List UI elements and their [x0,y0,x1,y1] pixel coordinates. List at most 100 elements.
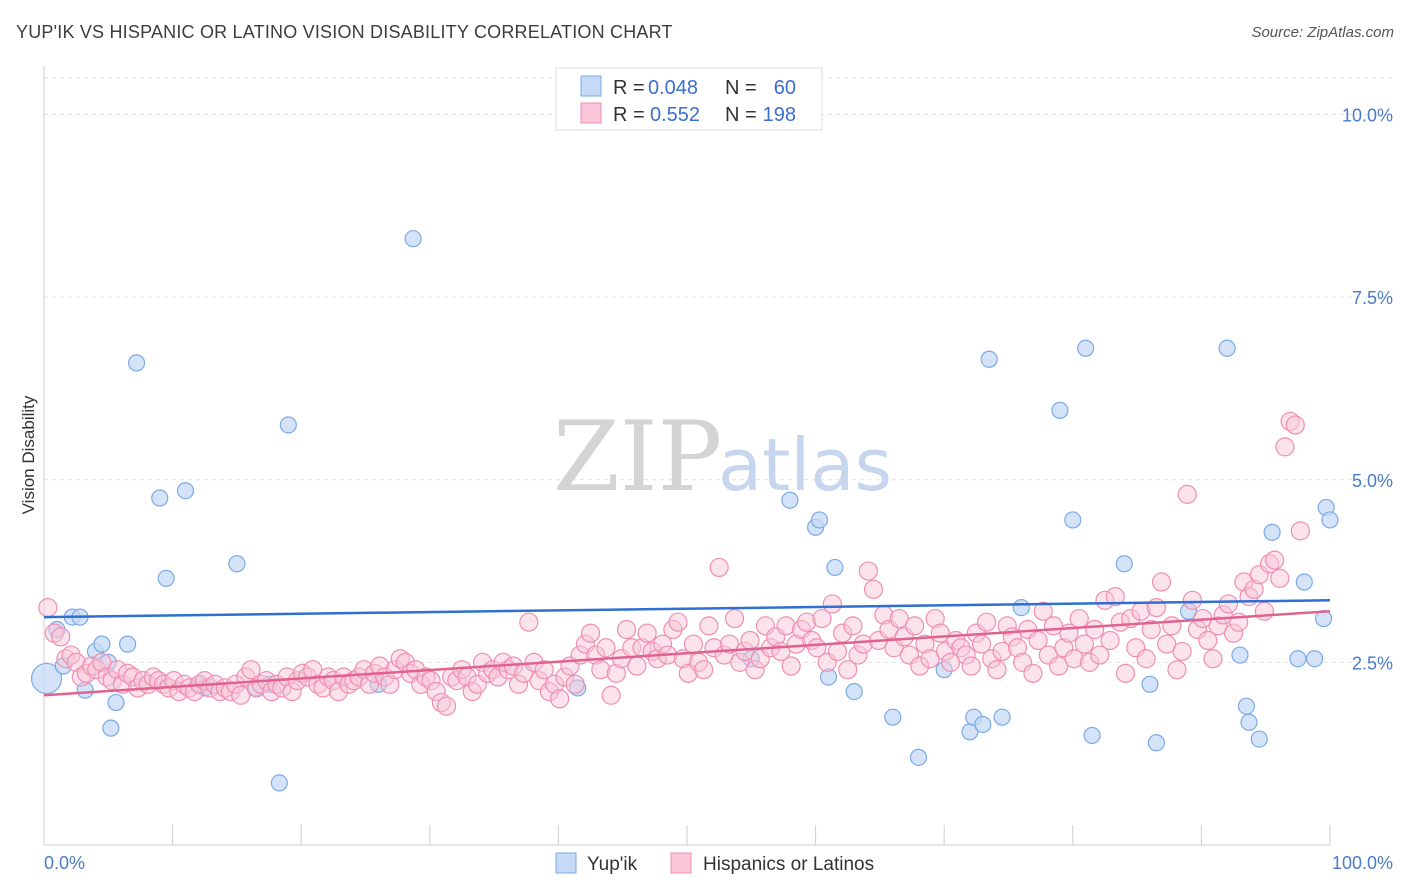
hispanic-point [822,594,842,614]
hispanic-point [38,597,58,618]
y-tick-label: 2.5% [1352,653,1393,673]
yupik-point [1147,734,1165,752]
yupik-point [228,555,246,573]
yupik-point [1077,339,1095,357]
yupik-trend-line [43,599,1331,619]
yupik-point [107,693,125,712]
yupik-point [1250,730,1268,748]
yupik-point [845,682,863,701]
yupik-point [1051,401,1069,419]
chart-title: YUP'IK VS HISPANIC OR LATINO VISION DISA… [16,22,673,42]
yupik-point [93,635,111,653]
hispanic-point [1254,601,1275,621]
legend-r-value-hispanic: 0.552 [650,104,700,126]
yupik-point [1305,650,1324,668]
hispanic-point [905,616,925,636]
hispanic-point [231,685,251,705]
hispanic-point [719,634,740,654]
hispanic-point [1198,630,1218,651]
yupik-point [1289,650,1307,668]
hispanic-point [1182,590,1202,610]
y-tick-label: 5.0% [1352,471,1393,491]
hispanic-point [843,616,863,636]
yupik-point [118,635,137,653]
yupik-point [1141,675,1159,693]
bottom-legend-label-yupik: Yup'ik [587,854,638,875]
hispanic-points [38,411,1311,716]
yupik-point [974,715,992,734]
yupik-point [1295,573,1313,591]
hispanic-point [1167,660,1187,680]
hispanic-point [627,656,647,676]
hispanic-point [1151,572,1172,592]
axes [43,66,1331,846]
hispanic-point [781,656,801,676]
bottom-legend-label-hispanic: Hispanics or Latinos [703,854,874,875]
hispanic-point [1177,484,1197,504]
legend-r-label-yupik: R = [613,77,645,99]
legend-r-label-hispanic: R = [613,104,645,126]
hispanic-point [889,608,909,629]
y-tick-label: 10.0% [1342,106,1393,126]
y-tick-label: 7.5% [1352,288,1393,308]
yupik-point [909,748,928,766]
hispanic-point [724,608,745,629]
x-tick-label-min: 0.0% [44,853,85,873]
legend-n-label-hispanic: N = [725,104,757,126]
hispanic-point [1049,656,1069,676]
hispanic-point [1218,594,1239,614]
yupik-point [1083,726,1101,745]
yupik-point [884,708,902,726]
hispanic-point [812,608,832,629]
hispanic-point [1157,634,1177,654]
yupik-point [102,719,120,737]
legend-n-value-yupik: 60 [774,77,796,99]
legend-n-value-hispanic: 198 [763,104,796,126]
hispanic-point [1203,649,1223,669]
yupik-point [1263,523,1281,541]
hispanic-point [683,634,704,654]
hispanic-point [436,696,457,716]
hispanic-point [51,627,71,647]
hispanic-point [863,579,884,599]
yupik-point [404,230,422,248]
hispanic-point [241,660,261,680]
hispanic-point [694,660,714,680]
watermark: ZIP atlas [553,401,892,513]
hispanic-point [1141,619,1161,640]
hispanic-point [858,561,878,581]
yupik-point [826,558,844,577]
hispanic-point [1105,587,1125,607]
yupik-point [127,354,146,372]
hispanic-point [637,623,657,643]
hispanic-point [977,612,997,632]
hispanic-point [987,660,1007,680]
yupik-point [30,662,63,695]
hispanic-point [580,623,601,643]
hispanic-point [838,660,858,680]
yupik-point [993,708,1011,726]
trend-lines [43,599,1331,697]
hispanic-point [709,557,729,578]
hispanic-point [1290,521,1311,541]
hispanic-point [1090,645,1110,665]
watermark-zip: ZIP [553,401,722,513]
hispanic-point [1265,550,1285,570]
hispanic-point [961,656,981,676]
yupik-point [1064,511,1082,529]
yupik-point [151,489,169,507]
bottom-legend-swatch-hispanic [670,852,692,874]
y-axis-title: Vision Disability [19,395,38,514]
yupik-point [176,482,195,500]
yupik-point [781,491,799,509]
series-legend: Yup'ik Hispanics or Latinos [555,852,874,875]
hispanic-point [668,612,688,632]
x-tick-label-max: 100.0% [1332,853,1393,873]
hispanic-point [519,612,539,632]
yupik-point [810,511,829,529]
hispanic-point [534,660,554,680]
watermark-atlas: atlas [718,423,892,507]
hispanic-point [1033,601,1053,621]
legend-r-value-yupik: 0.048 [648,77,698,99]
bottom-legend-swatch-yupik [555,852,577,874]
